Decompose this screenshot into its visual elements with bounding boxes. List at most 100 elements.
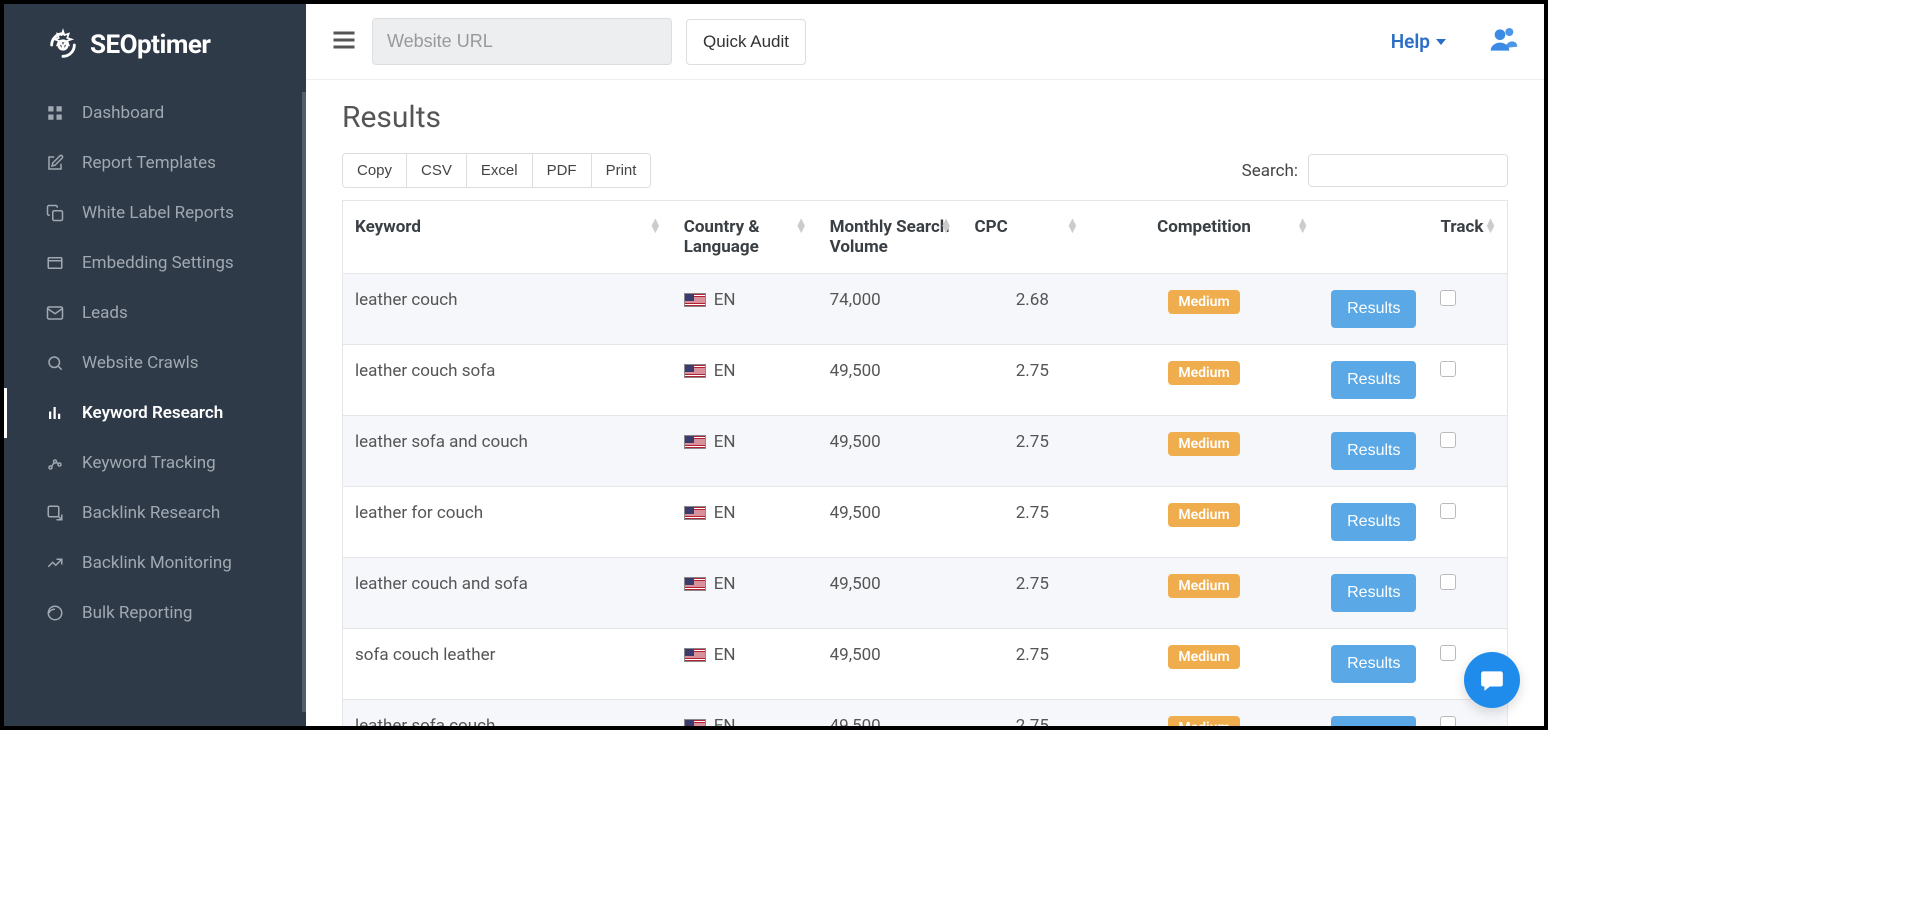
column-label: Track — [1440, 217, 1483, 237]
website-url-input[interactable] — [372, 18, 672, 65]
lang-label: EN — [714, 503, 736, 523]
sidebar-item-label: Leads — [82, 303, 128, 323]
sidebar-item-website-crawls[interactable]: Website Crawls — [4, 338, 306, 388]
chat-bubble-button[interactable] — [1464, 652, 1520, 708]
column-header[interactable]: Track▲▼ — [1428, 201, 1507, 274]
results-button[interactable]: Results — [1331, 432, 1416, 470]
track-checkbox[interactable] — [1440, 645, 1456, 661]
results-cell: Results — [1319, 700, 1428, 727]
lang-label: EN — [714, 716, 736, 726]
column-header[interactable]: Competition▲▼ — [1089, 201, 1319, 274]
sidebar-item-label: Website Crawls — [82, 353, 199, 373]
sidebar-item-bulk-reporting[interactable]: Bulk Reporting — [4, 588, 306, 638]
sidebar-scrollbar[interactable] — [302, 92, 306, 712]
lang-cell: EN — [672, 700, 818, 727]
results-button[interactable]: Results — [1331, 574, 1416, 612]
competition-cell: Medium — [1089, 487, 1319, 558]
column-header[interactable]: Monthly Search Volume▲▼ — [818, 201, 963, 274]
volume-cell: 49,500 — [818, 487, 963, 558]
sidebar-item-label: Keyword Tracking — [82, 453, 216, 473]
results-cell: Results — [1319, 558, 1428, 629]
sidebar-item-white-label-reports[interactable]: White Label Reports — [4, 188, 306, 238]
keyword-cell: sofa couch leather — [343, 629, 672, 700]
track-cell — [1428, 558, 1507, 629]
table-row: sofa couch leatherEN49,5002.75MediumResu… — [343, 629, 1508, 700]
track-checkbox[interactable] — [1440, 574, 1456, 590]
search-input[interactable] — [1308, 154, 1508, 187]
cpc-cell: 2.75 — [963, 629, 1089, 700]
search-icon — [46, 354, 64, 372]
copy-button[interactable]: Copy — [343, 154, 407, 187]
dashboard-icon — [46, 104, 64, 122]
logo[interactable]: SEOptimer — [4, 4, 306, 82]
table-row: leather couchEN74,0002.68MediumResults — [343, 274, 1508, 345]
competition-cell: Medium — [1089, 558, 1319, 629]
cpc-cell: 2.75 — [963, 345, 1089, 416]
competition-badge: Medium — [1168, 645, 1239, 669]
sidebar-item-embedding-settings[interactable]: Embedding Settings — [4, 238, 306, 288]
track-checkbox[interactable] — [1440, 361, 1456, 377]
copy-icon — [46, 204, 64, 222]
flag-us-icon — [684, 293, 706, 307]
csv-button[interactable]: CSV — [407, 154, 467, 187]
hamburger-icon[interactable] — [330, 26, 358, 58]
track-checkbox[interactable] — [1440, 503, 1456, 519]
track-checkbox[interactable] — [1440, 716, 1456, 726]
cpc-cell: 2.75 — [963, 487, 1089, 558]
results-button[interactable]: Results — [1331, 503, 1416, 541]
competition-cell: Medium — [1089, 416, 1319, 487]
sidebar-item-keyword-tracking[interactable]: Keyword Tracking — [4, 438, 306, 488]
competition-cell: Medium — [1089, 274, 1319, 345]
keyword-cell: leather couch sofa — [343, 345, 672, 416]
flag-us-icon — [684, 719, 706, 726]
mail-icon — [46, 304, 64, 322]
pdf-button[interactable]: PDF — [533, 154, 592, 187]
sidebar-item-dashboard[interactable]: Dashboard — [4, 88, 306, 138]
table-row: leather couch sofaEN49,5002.75MediumResu… — [343, 345, 1508, 416]
topbar: Quick Audit Help — [306, 4, 1544, 80]
page-title: Results — [342, 100, 1508, 135]
column-label: CPC — [975, 217, 1008, 237]
table-row: leather sofa and couchEN49,5002.75Medium… — [343, 416, 1508, 487]
help-link[interactable]: Help — [1391, 30, 1446, 53]
column-header[interactable]: CPC▲▼ — [963, 201, 1089, 274]
track-cell — [1428, 487, 1507, 558]
content-area: Results CopyCSVExcelPDFPrint Search: Key… — [306, 80, 1544, 726]
excel-button[interactable]: Excel — [467, 154, 533, 187]
track-checkbox[interactable] — [1440, 432, 1456, 448]
export-button-group: CopyCSVExcelPDFPrint — [342, 153, 651, 188]
bulk-icon — [46, 604, 64, 622]
keyword-cell: leather sofa couch — [343, 700, 672, 727]
sidebar-item-keyword-research[interactable]: Keyword Research — [4, 388, 306, 438]
quick-audit-button[interactable]: Quick Audit — [686, 19, 806, 65]
column-header[interactable] — [1319, 201, 1428, 274]
sidebar-item-backlink-monitoring[interactable]: Backlink Monitoring — [4, 538, 306, 588]
flag-us-icon — [684, 435, 706, 449]
sidebar-item-label: Backlink Research — [82, 503, 220, 523]
volume-cell: 49,500 — [818, 416, 963, 487]
lang-cell: EN — [672, 274, 818, 345]
lang-cell: EN — [672, 487, 818, 558]
track-checkbox[interactable] — [1440, 290, 1456, 306]
users-icon[interactable] — [1488, 24, 1520, 60]
results-button[interactable]: Results — [1331, 361, 1416, 399]
results-cell: Results — [1319, 416, 1428, 487]
flag-us-icon — [684, 364, 706, 378]
edit-icon — [46, 154, 64, 172]
sidebar-item-backlink-research[interactable]: Backlink Research — [4, 488, 306, 538]
embed-icon — [46, 254, 64, 272]
sidebar-item-report-templates[interactable]: Report Templates — [4, 138, 306, 188]
print-button[interactable]: Print — [592, 154, 651, 187]
competition-badge: Medium — [1168, 361, 1239, 385]
sidebar-item-leads[interactable]: Leads — [4, 288, 306, 338]
monitor-icon — [46, 554, 64, 572]
backlink-icon — [46, 504, 64, 522]
flag-us-icon — [684, 506, 706, 520]
table-row: leather couch and sofaEN49,5002.75Medium… — [343, 558, 1508, 629]
results-button[interactable]: Results — [1331, 645, 1416, 683]
results-button[interactable]: Results — [1331, 716, 1416, 726]
column-header[interactable]: Country & Language▲▼ — [672, 201, 818, 274]
competition-badge: Medium — [1168, 574, 1239, 598]
results-button[interactable]: Results — [1331, 290, 1416, 328]
column-header[interactable]: Keyword▲▼ — [343, 201, 672, 274]
